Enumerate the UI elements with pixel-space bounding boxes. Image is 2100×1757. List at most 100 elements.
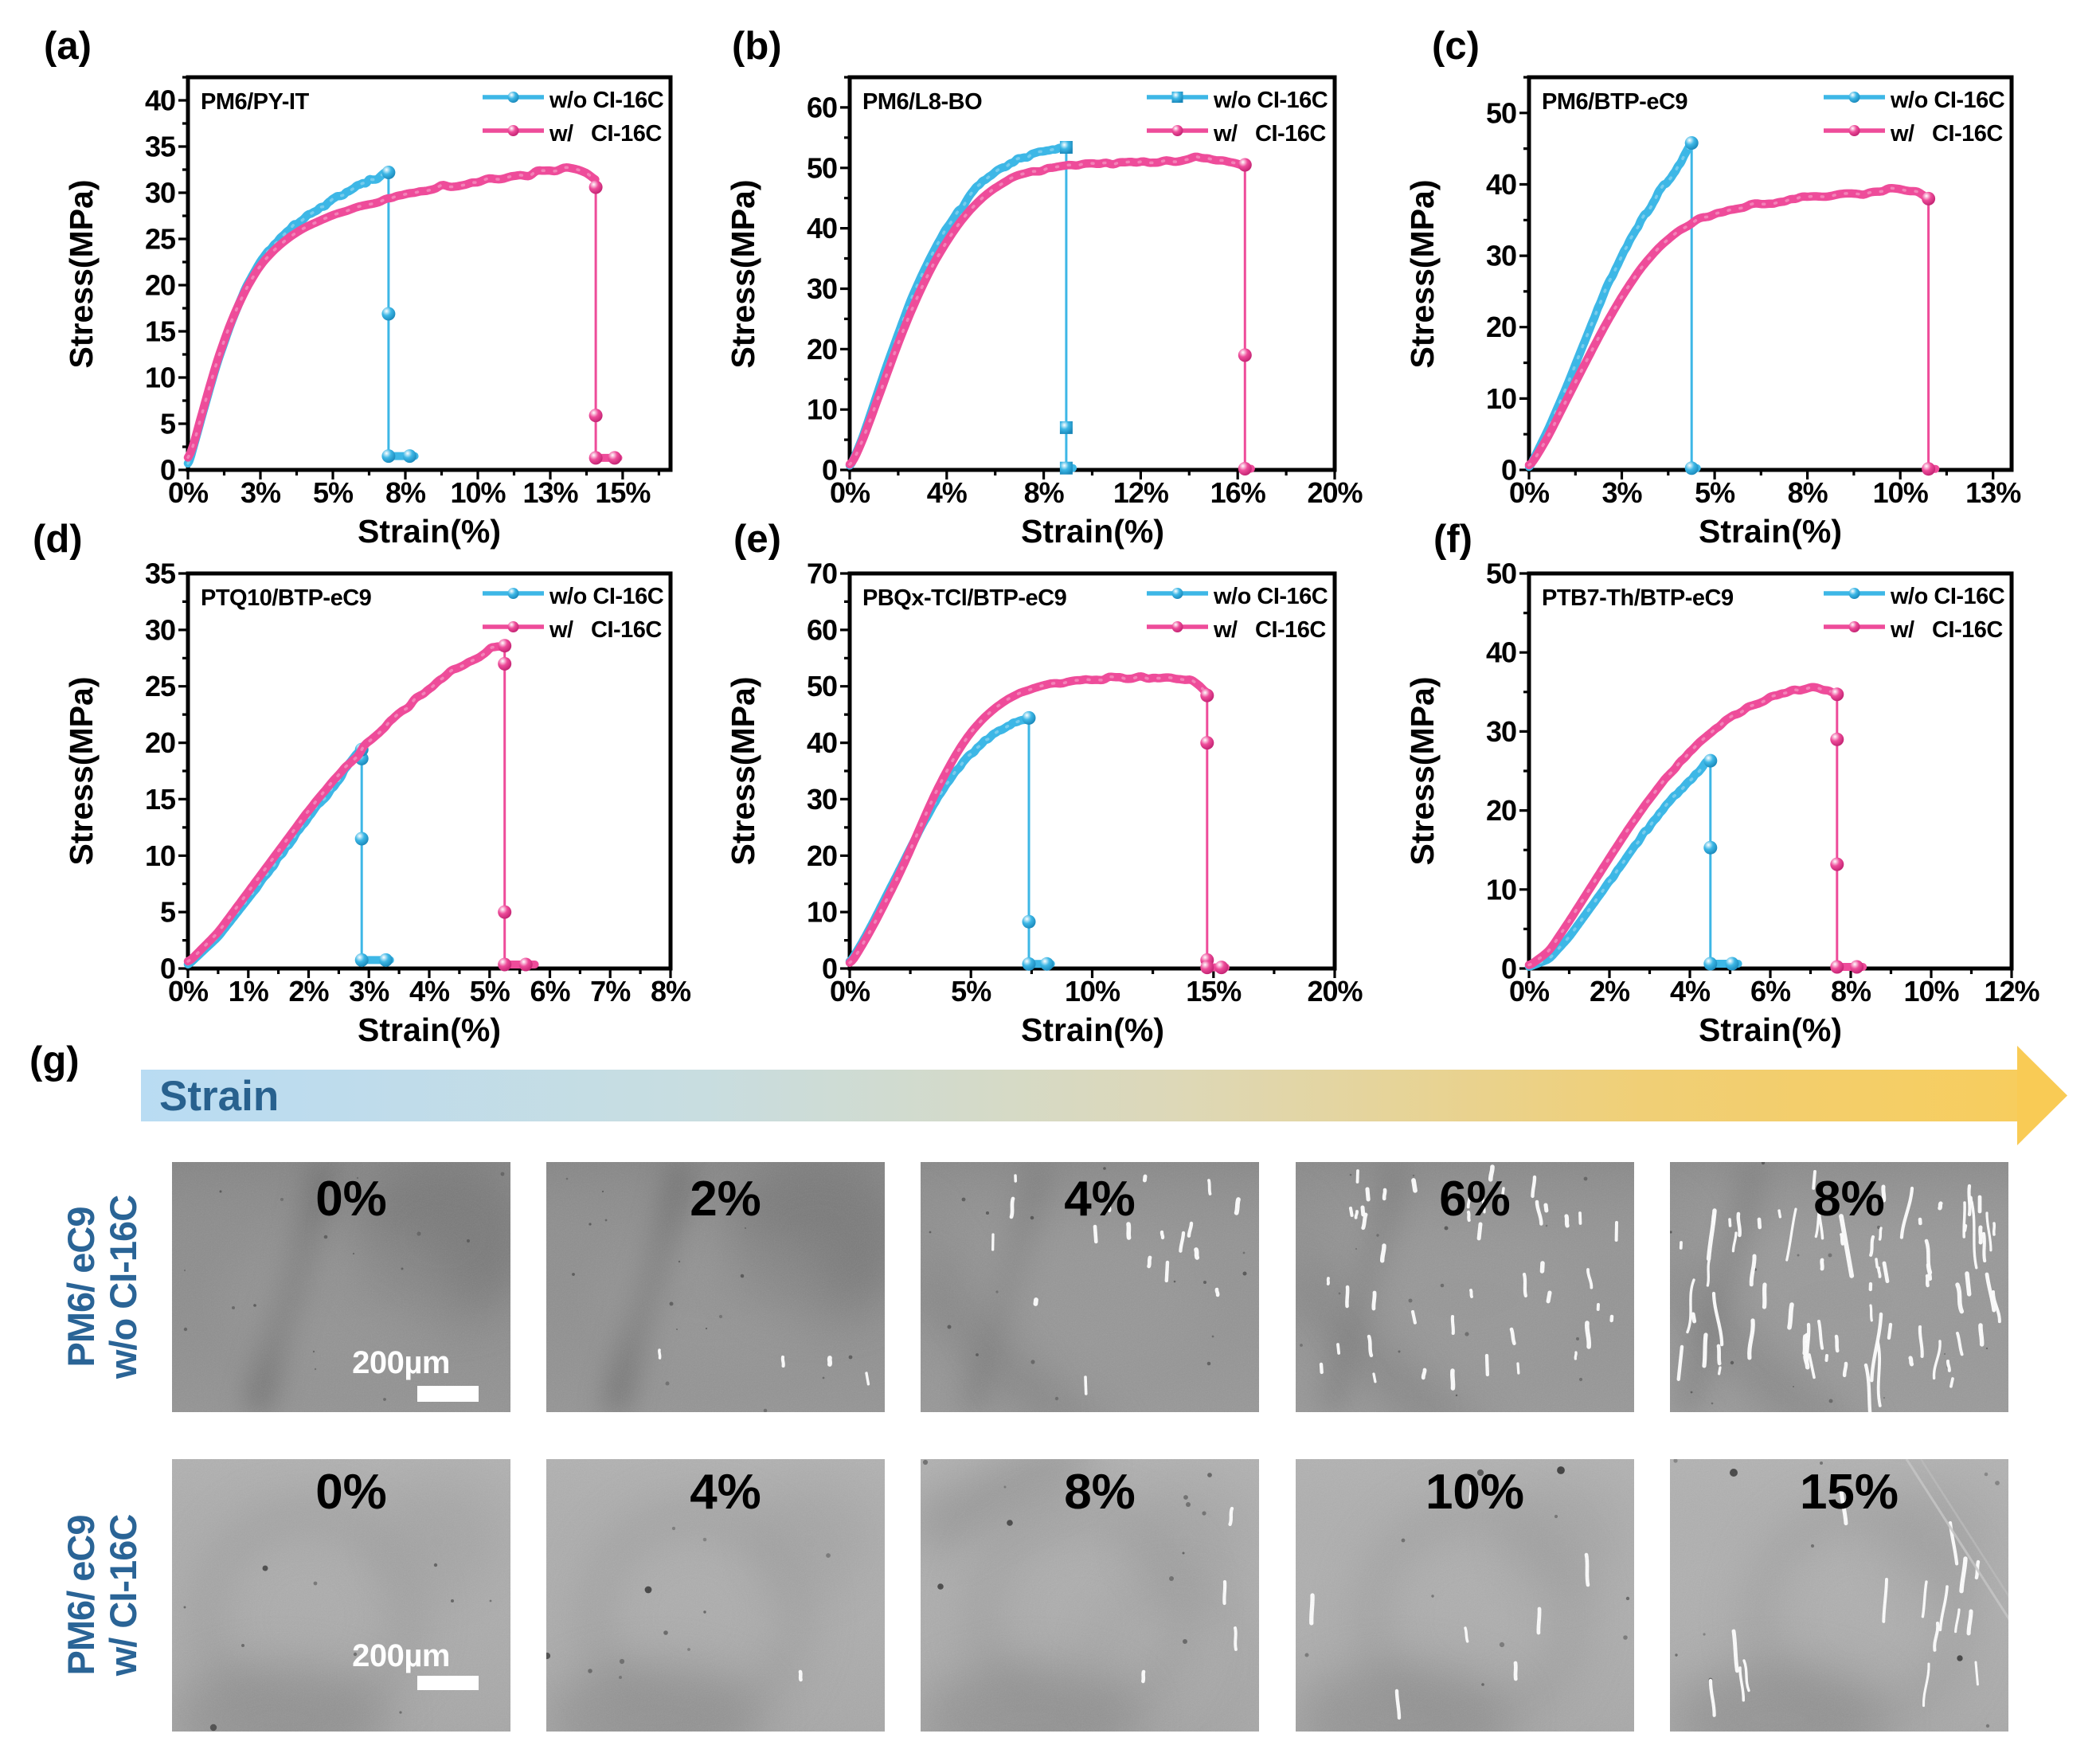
svg-text:6%: 6%: [1750, 975, 1791, 1008]
svg-text:12%: 12%: [1984, 975, 2039, 1008]
svg-text:0: 0: [1501, 454, 1516, 487]
svg-text:0%: 0%: [1509, 975, 1550, 1008]
svg-text:Stress(MPa): Stress(MPa): [1404, 180, 1441, 369]
svg-text:20: 20: [807, 333, 837, 366]
svg-text:0%: 0%: [168, 476, 209, 509]
svg-text:20: 20: [145, 269, 175, 302]
svg-text:Strain(%): Strain(%): [1699, 513, 1842, 550]
svg-text:Strain(%): Strain(%): [1021, 513, 1164, 550]
svg-text:PBQx-TCl/BTP-eC9: PBQx-TCl/BTP-eC9: [862, 585, 1067, 611]
svg-text:60: 60: [807, 613, 837, 646]
svg-text:CI-16C: CI-16C: [591, 617, 662, 643]
svg-text:25: 25: [145, 670, 176, 702]
svg-text:CI-16C: CI-16C: [1255, 121, 1326, 147]
svg-text:PM6/ eC9: PM6/ eC9: [60, 1516, 102, 1676]
svg-text:35: 35: [145, 131, 176, 163]
svg-text:CI-16C: CI-16C: [591, 121, 662, 147]
svg-text:200µm: 200µm: [352, 1345, 450, 1380]
svg-text:PM6/BTP-eC9: PM6/BTP-eC9: [1542, 89, 1687, 115]
svg-text:0%: 0%: [315, 1465, 387, 1520]
svg-text:PM6/ eC9: PM6/ eC9: [60, 1207, 102, 1368]
svg-text:(f): (f): [1433, 518, 1472, 561]
svg-text:w/o CI-16C: w/o CI-16C: [549, 584, 664, 609]
svg-text:40: 40: [807, 212, 837, 245]
svg-text:5: 5: [160, 408, 176, 440]
svg-text:Stress(MPa): Stress(MPa): [63, 677, 100, 866]
svg-text:CI-16C: CI-16C: [1932, 121, 2003, 147]
svg-text:15: 15: [145, 315, 176, 348]
svg-text:7%: 7%: [590, 975, 631, 1008]
svg-text:(b): (b): [732, 25, 782, 68]
svg-text:CI-16C: CI-16C: [1255, 617, 1326, 643]
svg-text:PTQ10/BTP-eC9: PTQ10/BTP-eC9: [201, 585, 372, 611]
svg-text:0%: 0%: [315, 1172, 387, 1227]
svg-text:0%: 0%: [830, 476, 870, 509]
svg-text:8%: 8%: [1024, 476, 1065, 509]
svg-text:0: 0: [160, 454, 175, 487]
svg-text:50: 50: [1486, 558, 1516, 590]
svg-text:10: 10: [1486, 382, 1516, 415]
svg-text:30: 30: [145, 177, 175, 209]
svg-text:35: 35: [145, 558, 176, 590]
svg-text:10: 10: [145, 362, 175, 394]
svg-text:w/o CI-16C: w/o CI-16C: [549, 88, 664, 113]
svg-text:40: 40: [1486, 168, 1516, 201]
svg-text:0: 0: [822, 454, 837, 487]
svg-text:0%: 0%: [1509, 476, 1550, 509]
svg-text:40: 40: [145, 84, 175, 117]
svg-text:20%: 20%: [1307, 975, 1363, 1008]
svg-text:20: 20: [807, 839, 837, 872]
svg-text:w/ CI-16C: w/ CI-16C: [102, 1515, 144, 1677]
svg-text:50: 50: [807, 151, 837, 184]
svg-text:20: 20: [1486, 311, 1516, 343]
svg-text:Strain(%): Strain(%): [1699, 1012, 1842, 1048]
svg-text:50: 50: [1486, 96, 1516, 129]
svg-text:Strain(%): Strain(%): [358, 1012, 501, 1048]
svg-text:w/o CI-16C: w/o CI-16C: [1890, 88, 2005, 113]
svg-text:6%: 6%: [530, 975, 570, 1008]
svg-text:30: 30: [145, 613, 175, 646]
svg-text:0%: 0%: [830, 975, 870, 1008]
svg-text:20: 20: [1486, 794, 1516, 827]
svg-text:15: 15: [145, 783, 176, 816]
svg-text:20: 20: [145, 726, 175, 759]
svg-text:PM6/L8-BO: PM6/L8-BO: [862, 89, 982, 115]
svg-text:5%: 5%: [470, 975, 510, 1008]
svg-text:(d): (d): [33, 518, 83, 561]
svg-text:w/o CI-16C: w/o CI-16C: [1890, 584, 2005, 609]
svg-text:8%: 8%: [651, 975, 691, 1008]
svg-text:15%: 15%: [1800, 1465, 1899, 1520]
svg-text:16%: 16%: [1210, 476, 1266, 509]
svg-text:30: 30: [807, 783, 837, 816]
svg-text:10: 10: [145, 839, 175, 872]
svg-text:4%: 4%: [1670, 975, 1711, 1008]
svg-text:0: 0: [160, 953, 175, 985]
svg-text:4%: 4%: [1064, 1172, 1136, 1227]
svg-text:3%: 3%: [1601, 476, 1642, 509]
svg-text:w/: w/: [549, 617, 573, 643]
svg-text:5: 5: [160, 896, 176, 929]
svg-text:2%: 2%: [690, 1172, 761, 1227]
svg-text:3%: 3%: [241, 476, 281, 509]
svg-text:2%: 2%: [288, 975, 329, 1008]
svg-text:10: 10: [807, 393, 837, 426]
svg-text:8%: 8%: [1831, 975, 1871, 1008]
svg-text:2%: 2%: [1590, 975, 1630, 1008]
svg-text:w/: w/: [1213, 121, 1238, 147]
svg-text:70: 70: [807, 558, 837, 590]
svg-text:4%: 4%: [690, 1465, 761, 1520]
svg-text:Stress(MPa): Stress(MPa): [725, 180, 761, 369]
svg-text:w/o CI-16C: w/o CI-16C: [1213, 584, 1328, 609]
svg-text:3%: 3%: [349, 975, 389, 1008]
svg-text:200µm: 200µm: [352, 1638, 450, 1673]
svg-text:10%: 10%: [1873, 476, 1929, 509]
svg-text:PM6/PY-IT: PM6/PY-IT: [201, 89, 309, 115]
svg-text:0: 0: [822, 953, 837, 985]
svg-text:30: 30: [1486, 240, 1516, 272]
svg-text:(g): (g): [29, 1039, 80, 1082]
svg-text:CI-16C: CI-16C: [1932, 617, 2003, 643]
svg-text:50: 50: [807, 670, 837, 702]
svg-text:15%: 15%: [595, 476, 651, 509]
svg-text:w/: w/: [1213, 617, 1238, 643]
svg-text:Stress(MPa): Stress(MPa): [1404, 677, 1441, 866]
